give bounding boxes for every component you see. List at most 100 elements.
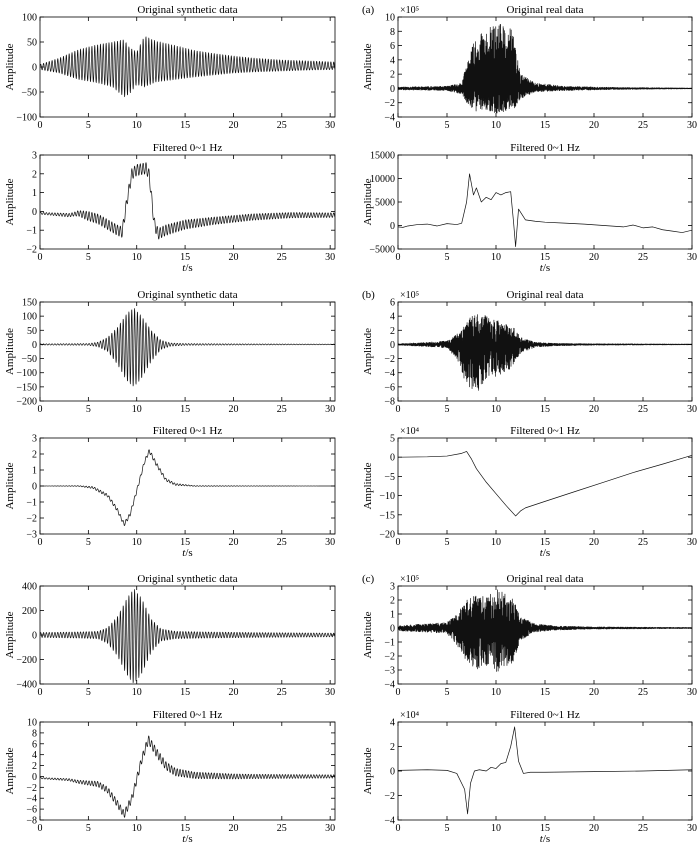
x-tick-label: 20 bbox=[589, 687, 599, 698]
x-tick-label: 25 bbox=[277, 687, 287, 698]
chart-b-real-orig: 0 5 10 15 20 25 30 −8 −6 −4 −2 0 2 4 6 Original real da… bbox=[362, 289, 697, 415]
x-tick-label: 25 bbox=[638, 687, 648, 698]
x-tick-label: 0 bbox=[38, 252, 43, 263]
y-tick-label: −2 bbox=[26, 514, 37, 525]
waveform-trace bbox=[40, 308, 335, 387]
waveform-trace bbox=[398, 726, 692, 815]
y-tick-label: 0 bbox=[32, 482, 37, 493]
y-tick-label: 15000 bbox=[370, 151, 395, 162]
x-tick-label: 25 bbox=[638, 823, 648, 834]
y-tick-label: 5 bbox=[390, 434, 395, 445]
x-axis-label: t/s bbox=[182, 547, 192, 559]
y-tick-label: 10 bbox=[27, 718, 37, 729]
x-tick-label: 10 bbox=[132, 120, 142, 131]
y-tick-label: −4 bbox=[26, 794, 37, 805]
axes-frame bbox=[39, 154, 336, 250]
y-tick-label: −8 bbox=[26, 816, 37, 827]
x-tick-label: 25 bbox=[638, 120, 648, 131]
y-axis-label: Amplitude bbox=[362, 462, 374, 509]
x-tick-label: 15 bbox=[180, 120, 190, 131]
y-tick-label: 200 bbox=[22, 606, 37, 617]
y-exponent-label: ×10⁴ bbox=[400, 426, 420, 437]
x-tick-label: 25 bbox=[277, 537, 287, 548]
x-tick-label: 5 bbox=[445, 687, 450, 698]
x-tick-label: 15 bbox=[180, 404, 190, 415]
x-tick-label: 5 bbox=[86, 120, 91, 131]
x-tick-label: 10 bbox=[491, 537, 501, 548]
x-tick-label: 25 bbox=[638, 252, 648, 263]
x-tick-label: 10 bbox=[132, 252, 142, 263]
chart-a-real-filt: 0 5 10 15 20 25 30−5000050001000015000Filtered… bbox=[362, 142, 697, 274]
y-tick-label: −1 bbox=[26, 498, 37, 509]
y-tick-label: −2 bbox=[384, 791, 395, 802]
chart-title: Filtered 0~1 Hz bbox=[510, 142, 580, 154]
chart-title: Original synthetic data bbox=[137, 573, 237, 585]
x-tick-label: 10 bbox=[491, 404, 501, 415]
y-tick-label: −4 bbox=[384, 368, 395, 379]
x-axis-label: t/s bbox=[182, 262, 192, 274]
x-tick-label: 5 bbox=[86, 404, 91, 415]
x-tick-label: 20 bbox=[228, 252, 238, 263]
waveform-trace bbox=[40, 589, 335, 684]
x-tick-label: 30 bbox=[687, 537, 697, 548]
y-tick-label: 4 bbox=[390, 55, 395, 66]
chart-title: Original synthetic data bbox=[137, 4, 237, 16]
x-tick-label: 5 bbox=[86, 823, 91, 834]
y-tick-label: 0 bbox=[390, 221, 395, 232]
x-tick-label: 5 bbox=[445, 404, 450, 415]
x-tick-label: 5 bbox=[445, 823, 450, 834]
x-tick-label: 20 bbox=[228, 537, 238, 548]
y-tick-label: 8 bbox=[32, 728, 37, 739]
waveform-trace bbox=[40, 36, 335, 98]
chart-a-syn-filt: 0 5 10 15 20 25 30 −2 −1 0 1 2 3 Filtered 0~1 Hz Ampli… bbox=[4, 142, 336, 274]
chart-a-syn-orig: 0 5 10 15 20 25 30 −100 −50 0 50 100 Original synthe… bbox=[4, 4, 336, 131]
y-tick-label: −2 bbox=[384, 354, 395, 365]
y-tick-label: 0 bbox=[32, 631, 37, 642]
x-tick-label: 15 bbox=[180, 823, 190, 834]
axes-frame bbox=[39, 301, 336, 402]
y-tick-label: −50 bbox=[21, 88, 37, 99]
y-tick-label: 0 bbox=[32, 340, 37, 351]
x-tick-label: 30 bbox=[325, 823, 335, 834]
y-tick-label: 1 bbox=[32, 188, 37, 199]
x-tick-label: 25 bbox=[277, 252, 287, 263]
x-tick-label: 10 bbox=[491, 252, 501, 263]
y-exponent-label: ×10⁵ bbox=[400, 290, 419, 301]
x-tick-label: 15 bbox=[540, 120, 550, 131]
panel-label-a: (a) bbox=[362, 4, 375, 16]
y-tick-label: −3 bbox=[384, 666, 395, 677]
waveform-trace bbox=[40, 449, 335, 526]
x-tick-label: 15 bbox=[180, 687, 190, 698]
y-exponent-label: ×10⁵ bbox=[400, 574, 419, 585]
x-tick-label: 10 bbox=[491, 823, 501, 834]
y-tick-label: 8 bbox=[390, 27, 395, 38]
y-tick-label: 5000 bbox=[375, 198, 395, 209]
x-tick-label: 20 bbox=[228, 823, 238, 834]
chart-title: Original real data bbox=[507, 4, 584, 16]
y-tick-label: −10 bbox=[379, 491, 395, 502]
y-tick-label: −5 bbox=[384, 472, 395, 483]
y-axis-label: Amplitude bbox=[362, 747, 374, 794]
y-tick-label: 0 bbox=[390, 340, 395, 351]
y-exponent-label: ×10⁵ bbox=[400, 5, 419, 16]
axes-frame bbox=[397, 437, 693, 535]
y-tick-label: 3 bbox=[390, 582, 395, 593]
x-tick-label: 5 bbox=[445, 252, 450, 263]
x-tick-label: 10 bbox=[132, 823, 142, 834]
x-tick-label: 20 bbox=[589, 252, 599, 263]
waveform-trace bbox=[40, 735, 335, 818]
x-tick-label: 5 bbox=[86, 687, 91, 698]
x-axis-label: t/s bbox=[540, 833, 550, 845]
y-tick-label: 2 bbox=[390, 70, 395, 81]
y-tick-label: 1 bbox=[32, 466, 37, 477]
y-tick-label: 2 bbox=[32, 169, 37, 180]
x-tick-label: 20 bbox=[228, 404, 238, 415]
y-axis-label: Amplitude bbox=[4, 328, 16, 375]
x-tick-label: 20 bbox=[589, 537, 599, 548]
y-exponent-label: ×10⁴ bbox=[400, 710, 420, 721]
chart-b-real-filt: 0 5 10 15 20 25 30 −20 −15 −10 −5 0 5 Filtered 0~1 Hz… bbox=[362, 425, 697, 559]
x-tick-label: 30 bbox=[325, 687, 335, 698]
y-tick-label: 1 bbox=[390, 610, 395, 621]
x-tick-label: 0 bbox=[396, 252, 401, 263]
